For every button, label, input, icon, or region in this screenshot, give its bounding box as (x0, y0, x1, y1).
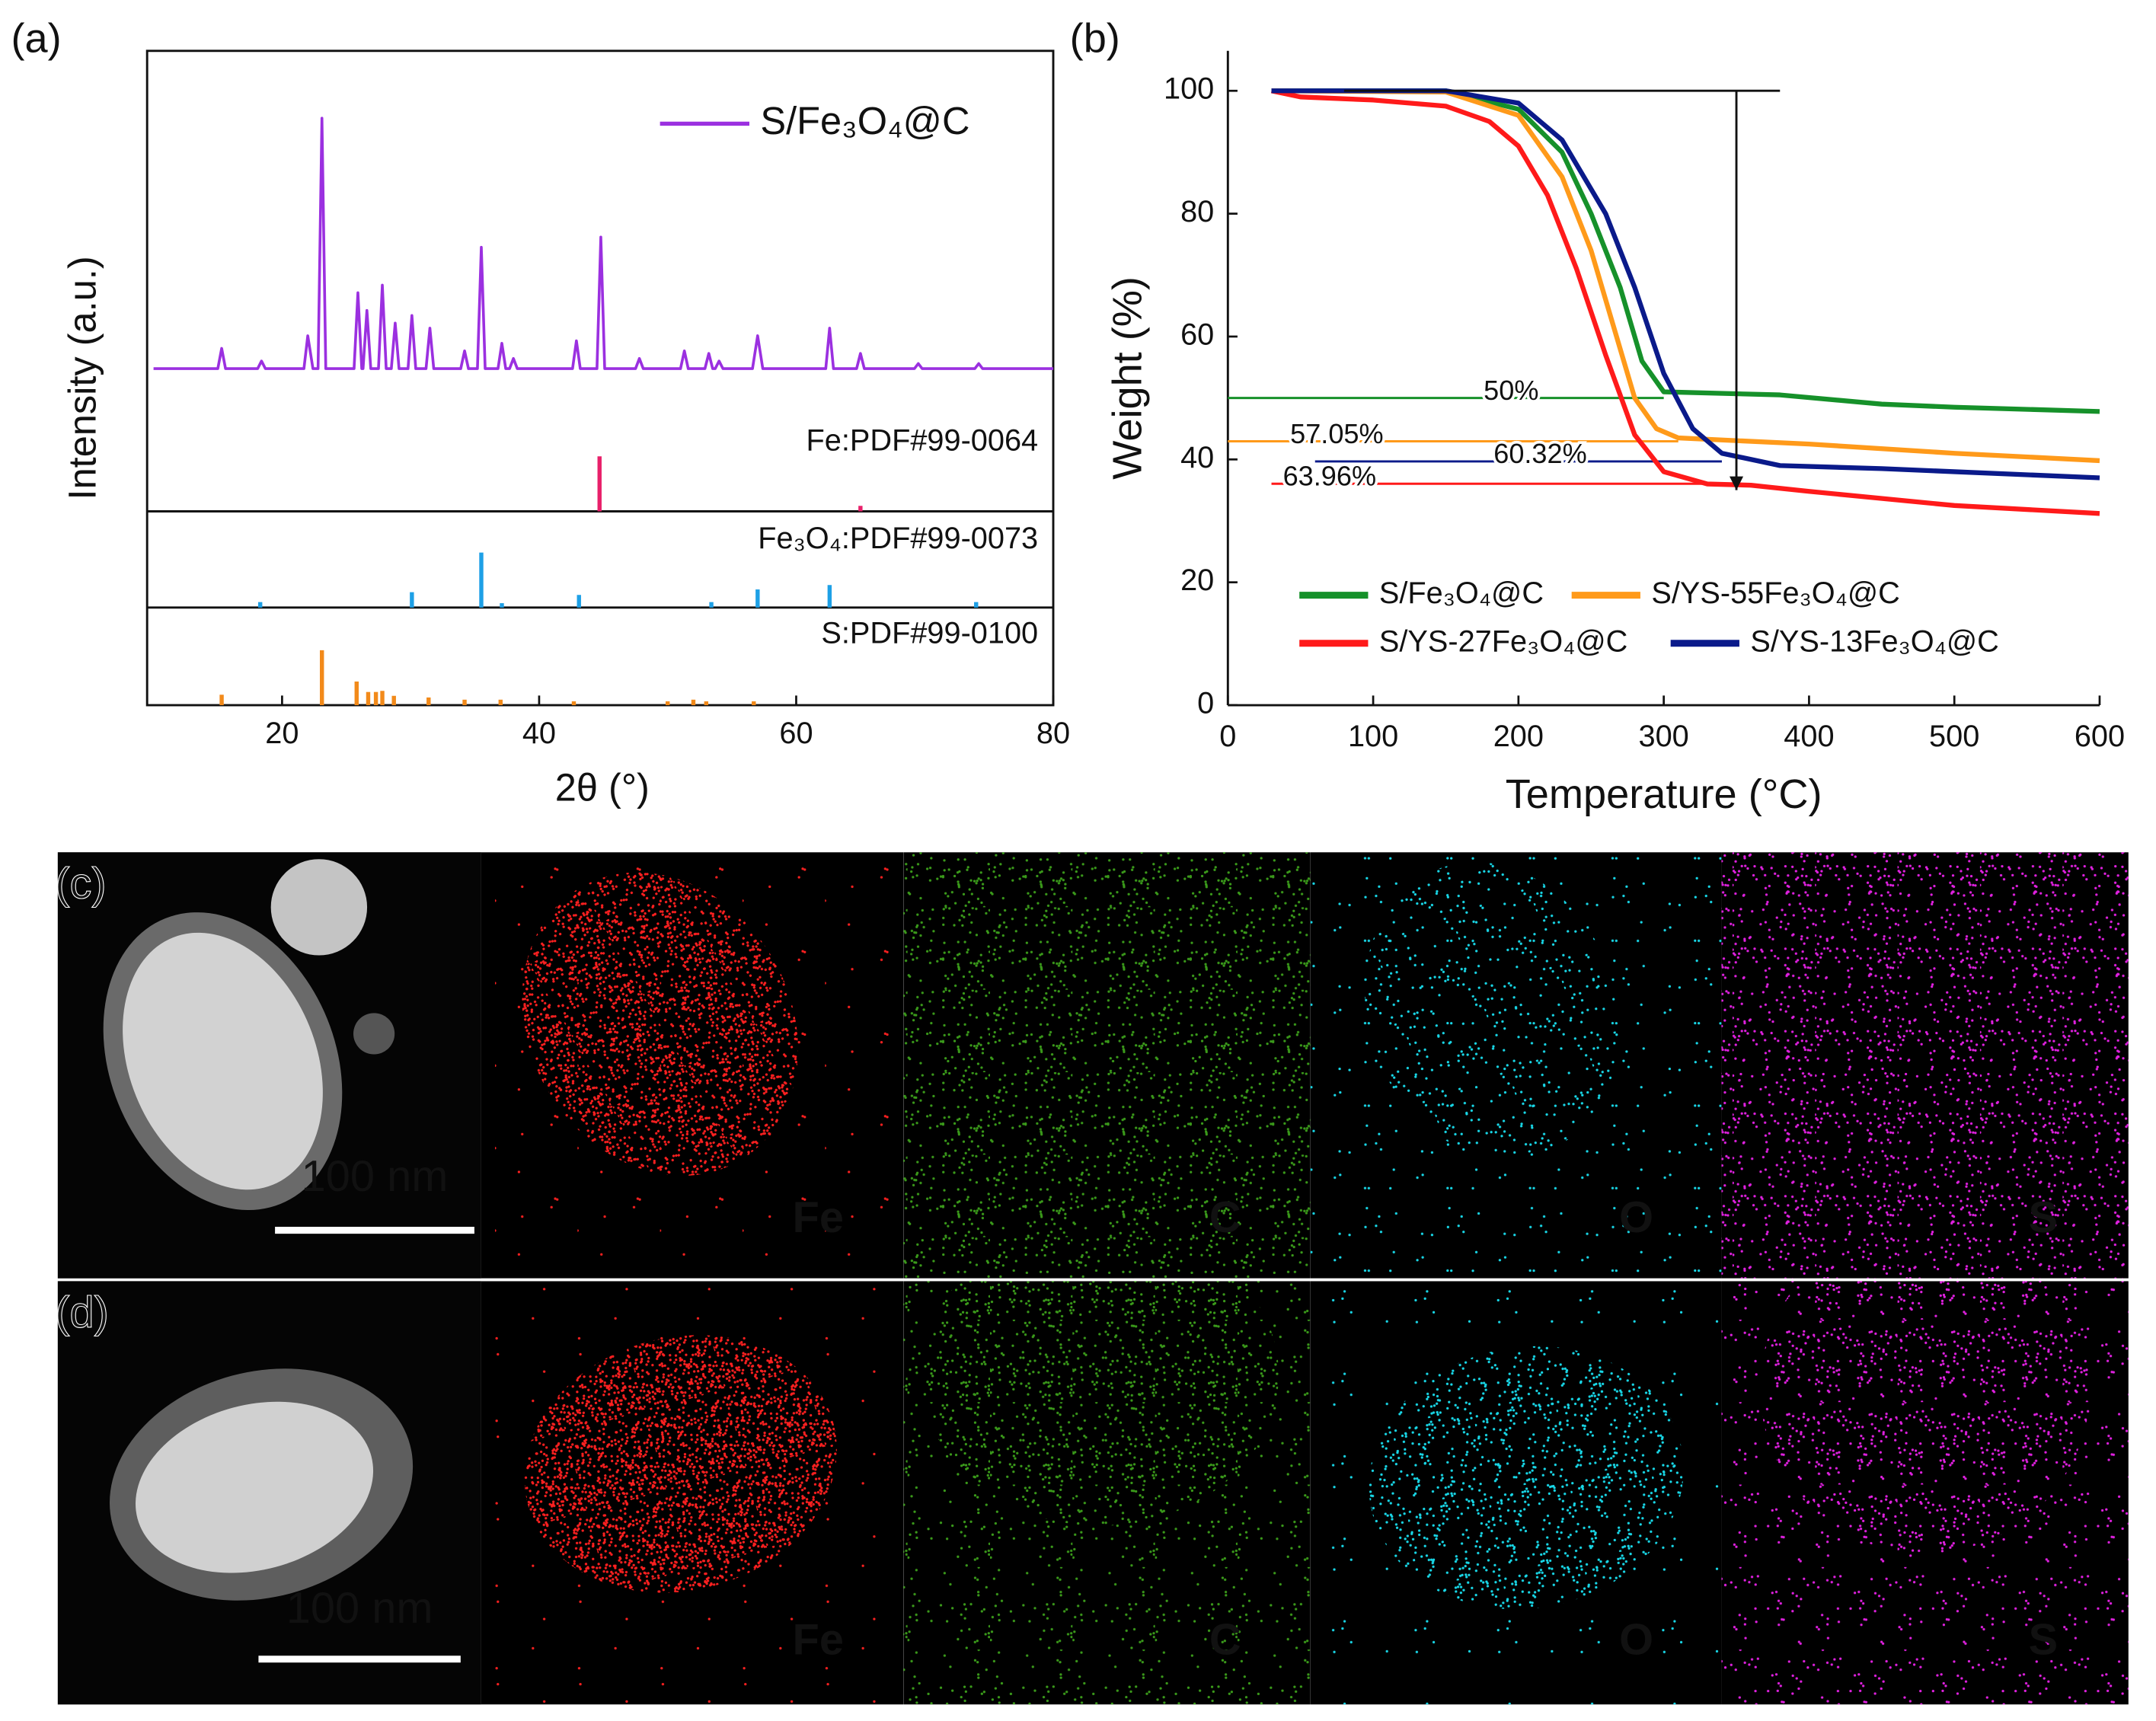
eds-map (1721, 1281, 2129, 1705)
particle-core (136, 1401, 374, 1573)
panel-label: (d) (55, 1288, 109, 1337)
element-label: C (1209, 1193, 1241, 1242)
panel-label: (c) (55, 860, 106, 908)
tga-curve (1271, 88, 2100, 414)
x-tick-label: 200 (1493, 720, 1544, 753)
reference-label: Fe₃O₄:PDF#99-0073 (758, 522, 1038, 555)
element-label: Fe (793, 1193, 844, 1242)
eds-signal-cluster (1369, 1346, 1684, 1610)
element-label: C (1209, 1615, 1241, 1664)
eds-map (903, 852, 1311, 1279)
element-label: O (1619, 1615, 1653, 1664)
x-tick-label: 600 (2075, 720, 2125, 753)
y-tick-label: 60 (1180, 318, 1214, 351)
x-tick-label: 20 (265, 717, 299, 750)
y-axis-title: Weight (%) (1104, 276, 1150, 480)
particle-small (353, 1013, 395, 1055)
eds-signal-cluster (921, 1281, 1279, 1526)
legend-label: S/Fe₃O₄@C (760, 99, 969, 142)
micrograph-row: 100 nm (c) Fe C O S (55, 852, 2129, 1279)
x-tick-label: 100 (1348, 720, 1398, 753)
eds-signal (903, 852, 1311, 1279)
legend-label: S/YS-55Fe₃O₄@C (1651, 576, 1899, 610)
element-label: S (2029, 1193, 2059, 1242)
reference-label: Fe:PDF#99-0064 (807, 424, 1039, 458)
eds-signal-cluster (1364, 862, 1620, 1159)
x-axis-title: 2θ (°) (555, 765, 650, 809)
legend-label: S/YS-27Fe₃O₄@C (1379, 624, 1627, 658)
legend-label: S/Fe₃O₄@C (1379, 576, 1544, 610)
y-tick-label: 100 (1164, 72, 1214, 106)
tga-curve (1271, 88, 2100, 464)
micrograph-row: 100 nm (d) Fe C O S (55, 1281, 2129, 1705)
eds-map (481, 1281, 904, 1705)
y-tick-label: 20 (1180, 564, 1214, 597)
panel-label: (a) (11, 15, 61, 61)
annotation-label: 60.32% (1493, 438, 1586, 469)
y-axis-title: Intensity (a.u.) (60, 256, 104, 500)
x-tick-label: 500 (1929, 720, 1979, 753)
eds-map (1721, 852, 2129, 1279)
y-tick-label: 0 (1197, 687, 1214, 720)
element-label: O (1619, 1193, 1653, 1242)
particle-head (270, 859, 368, 956)
reference-label: S:PDF#99-0100 (821, 616, 1038, 650)
eds-signal-cluster (1760, 1281, 2091, 1553)
annotation-label: 57.05% (1290, 418, 1383, 449)
annotation-label: 50% (1484, 375, 1538, 406)
plot-frame (145, 49, 1055, 707)
x-axis-title: Temperature (°C) (1506, 771, 1822, 817)
tga-curve (1271, 88, 2100, 481)
annotation-label: 63.96% (1283, 461, 1376, 492)
eds-signal-cluster (522, 872, 798, 1176)
particle-core (123, 932, 323, 1190)
legend-label: S/YS-13Fe₃O₄@C (1750, 624, 1998, 658)
scale-bar-label: 100 nm (286, 1584, 433, 1633)
arrow-head (1729, 476, 1744, 490)
eds-signal-cluster (524, 1335, 837, 1593)
y-tick-label: 80 (1180, 195, 1214, 228)
eds-map (903, 1281, 1311, 1705)
x-tick-label: 400 (1784, 720, 1834, 753)
panel-label: (b) (1070, 15, 1120, 61)
eds-map (481, 852, 904, 1279)
xrd-pattern (153, 117, 1054, 370)
eds-signal (1721, 852, 2129, 1279)
tga-curve (1270, 88, 2100, 516)
eds-map (1310, 852, 1722, 1279)
x-tick-label: 0 (1219, 720, 1236, 753)
x-tick-label: 80 (1036, 717, 1070, 750)
element-label: S (2029, 1615, 2059, 1664)
element-label: Fe (793, 1615, 844, 1664)
scale-bar-label: 100 nm (302, 1152, 449, 1201)
x-tick-label: 300 (1639, 720, 1689, 753)
x-tick-label: 60 (779, 717, 813, 750)
eds-map (1310, 1281, 1722, 1705)
x-tick-label: 40 (522, 717, 556, 750)
y-tick-label: 40 (1180, 441, 1214, 474)
